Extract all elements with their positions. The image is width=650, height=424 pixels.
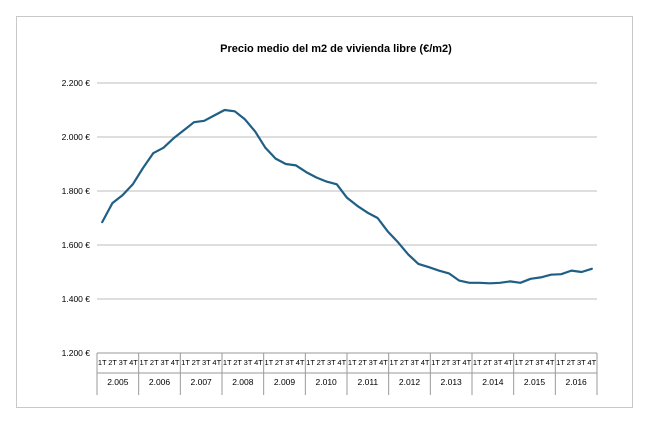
quarter-tick-label: 4T: [337, 358, 346, 367]
year-tick-label: 2.013: [441, 377, 463, 387]
y-tick-label: 2.000 €: [62, 132, 91, 142]
quarter-tick-label: 3T: [202, 358, 211, 367]
quarter-tick-label: 4T: [587, 358, 596, 367]
series-layer: [101, 108, 593, 285]
quarter-tick-label: 2T: [483, 358, 492, 367]
quarter-tick-label: 1T: [306, 358, 315, 367]
quarter-tick-label: 1T: [514, 358, 523, 367]
y-tick-label: 1.400 €: [62, 294, 91, 304]
quarter-tick-label: 4T: [379, 358, 388, 367]
quarter-tick-label: 2T: [108, 358, 117, 367]
quarter-tick-label: 2T: [192, 358, 201, 367]
quarter-tick-label: 3T: [410, 358, 419, 367]
quarter-tick-label: 1T: [264, 358, 273, 367]
quarter-tick-label: 3T: [535, 358, 544, 367]
quarter-tick-label: 3T: [494, 358, 503, 367]
quarter-tick-label: 2T: [358, 358, 367, 367]
year-tick-label: 2.008: [232, 377, 254, 387]
quarter-tick-label: 3T: [119, 358, 128, 367]
quarter-tick-label: 2T: [233, 358, 242, 367]
quarter-tick-label: 4T: [129, 358, 138, 367]
quarter-tick-label: 4T: [171, 358, 180, 367]
chart-title: Precio medio del m2 de vivienda libre (€…: [220, 43, 452, 55]
quarter-tick-label: 1T: [98, 358, 107, 367]
year-tick-label: 2.015: [524, 377, 546, 387]
quarter-tick-label: 3T: [577, 358, 586, 367]
year-tick-label: 2.012: [399, 377, 421, 387]
quarter-tick-label: 4T: [254, 358, 263, 367]
y-tick-label: 1.200 €: [62, 348, 91, 358]
quarter-tick-label: 1T: [223, 358, 232, 367]
quarter-tick-label: 1T: [431, 358, 440, 367]
quarter-tick-label: 4T: [296, 358, 305, 367]
quarter-tick-label: 2T: [442, 358, 451, 367]
quarter-tick-label: 2T: [525, 358, 534, 367]
y-tick-label: 1.800 €: [62, 186, 91, 196]
year-tick-label: 2.005: [107, 377, 129, 387]
year-tick-label: 2.009: [274, 377, 296, 387]
quarter-tick-label: 3T: [327, 358, 336, 367]
year-tick-label: 2.006: [149, 377, 171, 387]
quarter-tick-label: 2T: [567, 358, 576, 367]
year-tick-label: 2.011: [358, 377, 379, 387]
quarter-tick-label: 4T: [421, 358, 430, 367]
quarter-tick-label: 2T: [400, 358, 409, 367]
quarter-tick-label: 3T: [160, 358, 169, 367]
quarter-tick-label: 1T: [473, 358, 482, 367]
quarter-tick-label: 2T: [317, 358, 326, 367]
year-tick-label: 2.007: [191, 377, 213, 387]
series-line: [101, 108, 593, 285]
quarter-tick-label: 3T: [452, 358, 461, 367]
grid-lines: [97, 82, 597, 354]
quarter-tick-label: 3T: [369, 358, 378, 367]
y-axis-ticks: 1.200 € 1.400 € 1.600 € 1.800 € 2.000 € 2.200…: [62, 78, 91, 358]
quarter-tick-label: 4T: [504, 358, 513, 367]
quarter-tick-label: 3T: [285, 358, 294, 367]
year-tick-label: 2.014: [482, 377, 504, 387]
quarter-tick-label: 3T: [244, 358, 253, 367]
quarter-tick-label: 2T: [150, 358, 159, 367]
year-tick-label: 2.016: [566, 377, 588, 387]
y-tick-label: 2.200 €: [62, 78, 91, 88]
quarter-tick-label: 1T: [389, 358, 398, 367]
quarter-tick-label: 1T: [139, 358, 148, 367]
quarter-tick-label: 2T: [275, 358, 284, 367]
quarter-tick-label: 4T: [462, 358, 471, 367]
quarter-tick-label: 1T: [556, 358, 565, 367]
quarter-tick-label: 1T: [181, 358, 190, 367]
year-tick-label: 2.010: [316, 377, 338, 387]
quarter-tick-label: 1T: [348, 358, 357, 367]
quarter-tick-label: 4T: [212, 358, 221, 367]
chart-frame: [16, 16, 633, 408]
quarter-tick-label: 4T: [546, 358, 555, 367]
y-tick-label: 1.600 €: [62, 240, 91, 250]
